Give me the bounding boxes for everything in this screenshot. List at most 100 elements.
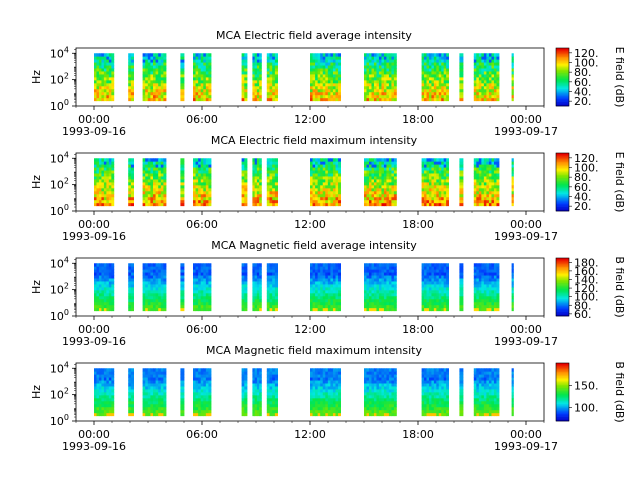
- spectrogram-cell: [439, 170, 442, 173]
- spectrogram-cell: [111, 371, 114, 374]
- spectrogram-cell: [330, 176, 333, 179]
- spectrogram-cell: [429, 176, 432, 179]
- spectrogram-cell: [484, 284, 487, 287]
- spectrogram-cell: [203, 374, 206, 377]
- y-tick-label: 102: [50, 282, 69, 297]
- spectrogram-cell: [267, 293, 270, 296]
- spectrogram-cell: [201, 194, 204, 197]
- spectrogram-cell: [148, 410, 151, 413]
- spectrogram-cell: [206, 194, 209, 197]
- spectrogram-cell: [512, 299, 514, 302]
- spectrogram-cell: [441, 296, 444, 299]
- spectrogram-cell: [94, 203, 97, 206]
- spectrogram-cell: [481, 95, 484, 98]
- spectrogram-cell: [330, 197, 333, 200]
- spectrogram-cell: [389, 62, 392, 65]
- spectrogram-cell: [394, 83, 397, 86]
- spectrogram-cell: [163, 200, 166, 203]
- spectrogram-cell: [424, 68, 427, 71]
- spectrogram-cell: [481, 164, 484, 167]
- spectrogram-cell: [422, 200, 425, 203]
- spectrogram-cell: [336, 299, 339, 302]
- spectrogram-cell: [156, 158, 159, 161]
- spectrogram-cell: [427, 263, 430, 266]
- spectrogram-cell: [104, 290, 107, 293]
- spectrogram-cell: [193, 182, 196, 185]
- spectrogram-cell: [94, 158, 97, 161]
- spectrogram-cell: [429, 89, 432, 92]
- spectrogram-cell: [369, 299, 372, 302]
- spectrogram-cell: [270, 308, 273, 311]
- spectrogram-cell: [104, 374, 107, 377]
- spectrogram-cell: [323, 188, 326, 191]
- spectrogram-cell: [427, 266, 430, 269]
- spectrogram-cell: [161, 59, 164, 62]
- spectrogram-cell: [180, 389, 184, 392]
- spectrogram-cell: [446, 98, 449, 101]
- spectrogram-cell: [180, 407, 184, 410]
- spectrogram-cell: [429, 266, 432, 269]
- spectrogram-cell: [203, 188, 206, 191]
- spectrogram-cell: [313, 68, 316, 71]
- spectrogram-cell: [333, 164, 336, 167]
- spectrogram-cell: [394, 53, 397, 56]
- spectrogram-cell: [427, 275, 430, 278]
- spectrogram-cell: [150, 269, 153, 272]
- x-tick-date: 1993-09-16: [62, 335, 126, 348]
- spectrogram-cell: [111, 173, 114, 176]
- spectrogram-cell: [434, 278, 437, 281]
- spectrogram-cell: [366, 170, 369, 173]
- spectrogram-cell: [272, 293, 275, 296]
- spectrogram-cell: [131, 407, 134, 410]
- spectrogram-cell: [244, 287, 247, 290]
- spectrogram-cell: [272, 71, 275, 74]
- spectrogram-cell: [381, 182, 384, 185]
- spectrogram-cell: [436, 188, 439, 191]
- spectrogram-cell: [434, 173, 437, 176]
- spectrogram-cell: [272, 74, 275, 77]
- spectrogram-cell: [148, 188, 151, 191]
- spectrogram-cell: [143, 68, 146, 71]
- spectrogram-cell: [203, 386, 206, 389]
- spectrogram-cell: [441, 179, 444, 182]
- spectrogram-cell: [198, 200, 201, 203]
- spectrogram-cell: [479, 176, 482, 179]
- spectrogram-cell: [328, 98, 331, 101]
- spectrogram-cell: [439, 263, 442, 266]
- spectrogram-cell: [366, 278, 369, 281]
- spectrogram-cell: [381, 272, 384, 275]
- spectrogram-cell: [366, 203, 369, 206]
- spectrogram-cell: [434, 191, 437, 194]
- spectrogram-cell: [198, 281, 201, 284]
- spectrogram-cell: [96, 296, 99, 299]
- spectrogram-cell: [131, 56, 134, 59]
- spectrogram-cell: [431, 77, 434, 80]
- panel-title: MCA Electric field maximum intensity: [211, 134, 418, 147]
- spectrogram-cell: [491, 164, 494, 167]
- spectrogram-cell: [494, 68, 497, 71]
- spectrogram-cell: [476, 170, 479, 173]
- spectrogram-cell: [163, 269, 166, 272]
- spectrogram-cell: [206, 284, 209, 287]
- spectrogram-cell: [244, 80, 247, 83]
- spectrogram-cell: [206, 65, 209, 68]
- spectrogram-cell: [491, 161, 494, 164]
- spectrogram-cell: [106, 401, 109, 404]
- spectrogram-cell: [374, 74, 377, 77]
- spectrogram-cell: [101, 176, 104, 179]
- spectrogram-cell: [104, 92, 107, 95]
- spectrogram-cell: [424, 59, 427, 62]
- spectrogram-cell: [394, 281, 397, 284]
- spectrogram-cell: [381, 293, 384, 296]
- spectrogram-cell: [145, 266, 148, 269]
- spectrogram-cell: [389, 80, 392, 83]
- spectrogram-cell: [196, 161, 199, 164]
- spectrogram-cell: [446, 71, 449, 74]
- spectrogram-cell: [99, 158, 102, 161]
- spectrogram-cell: [422, 59, 425, 62]
- spectrogram-cell: [156, 161, 159, 164]
- spectrogram-cell: [180, 53, 184, 56]
- spectrogram-cell: [158, 290, 161, 293]
- spectrogram-cell: [366, 185, 369, 188]
- spectrogram-cell: [198, 302, 201, 305]
